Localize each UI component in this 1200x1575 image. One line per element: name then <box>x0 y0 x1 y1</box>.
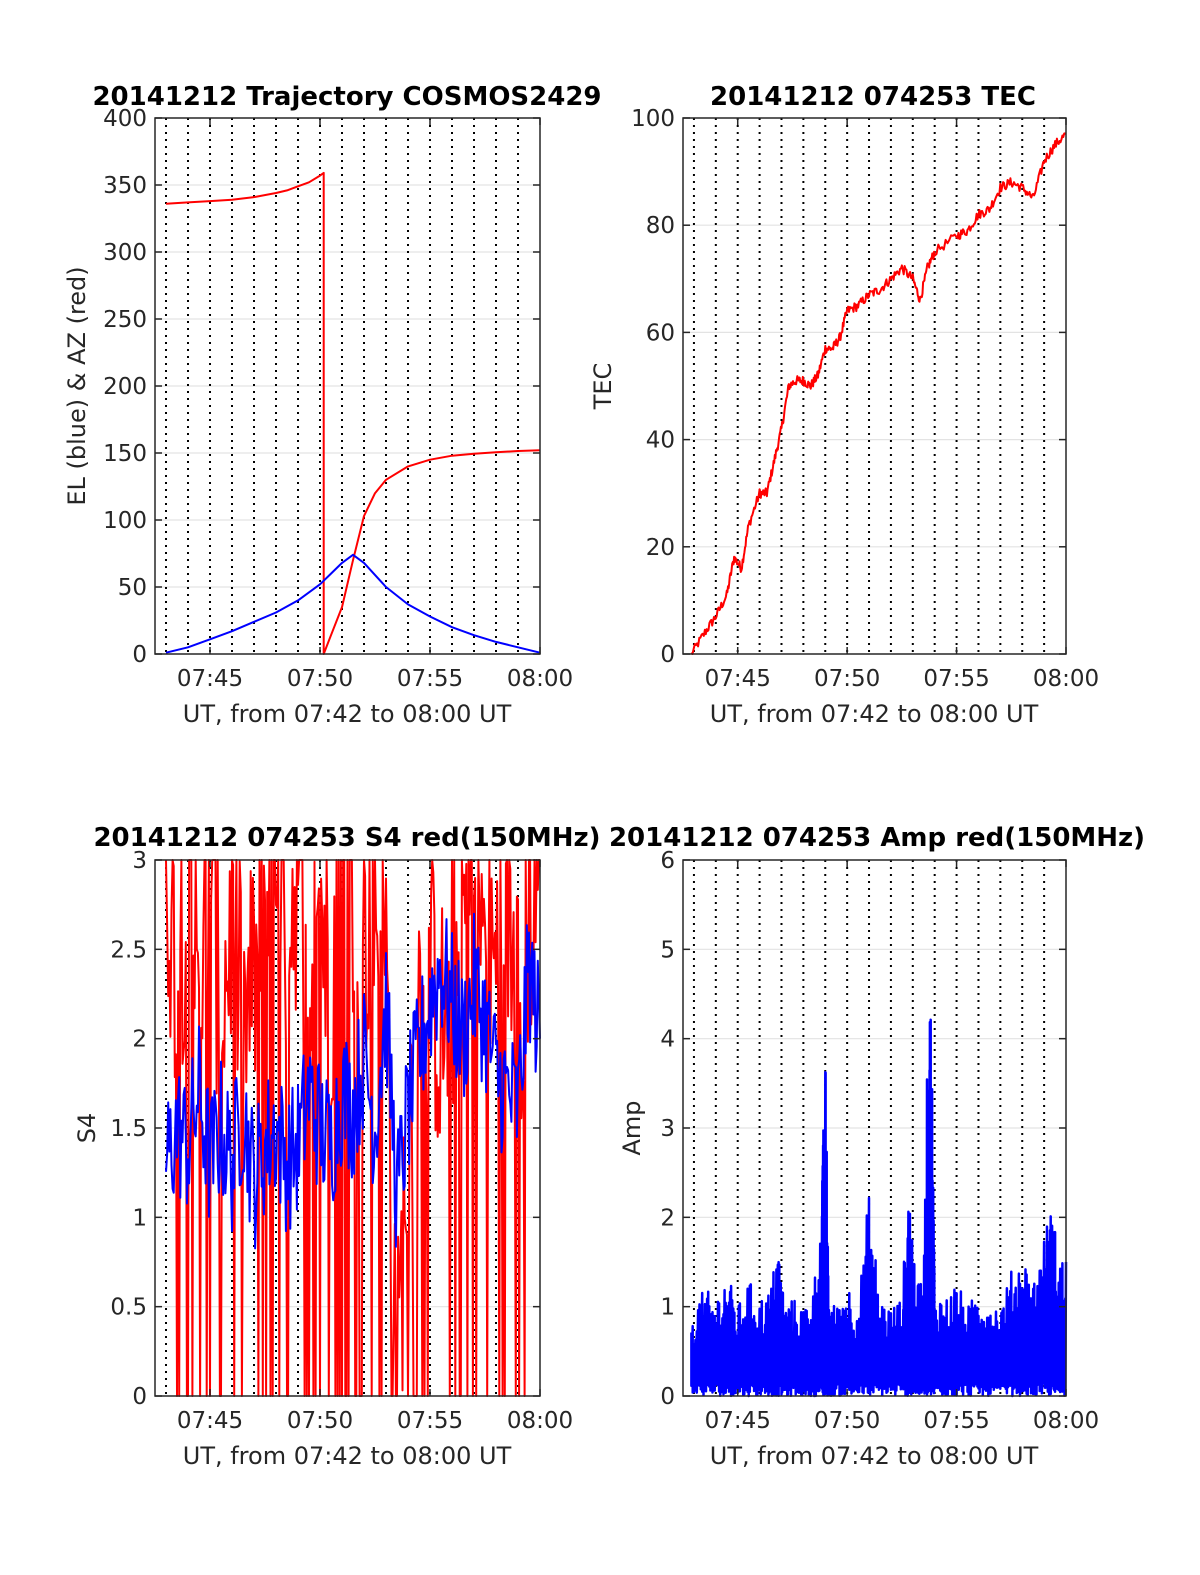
trajectory-x-tick-label: 07:50 <box>287 666 353 692</box>
tec-series-0-line <box>690 132 1067 655</box>
trajectory-y-axis-label: EL (blue) & AZ (red) <box>63 266 91 505</box>
amp-y-tick-label: 3 <box>660 1116 675 1142</box>
trajectory-y-tick-label: 0 <box>132 642 147 668</box>
tec-chart: 20141212 074253 TEC 0 20 40 60 80 100 07:45 07:… <box>589 82 1099 728</box>
s4-chart: 20141212 074253 S4 red(150MHz) 0 0.5 1 1.5 2… <box>73 823 601 1470</box>
trajectory-y-tick-label: 200 <box>103 374 147 400</box>
s4-x-axis-label: UT, from 07:42 to 08:00 UT <box>183 1442 512 1470</box>
s4-y-tick-label: 0.5 <box>110 1295 147 1321</box>
tec-y-tick-label: 80 <box>646 213 675 239</box>
tec-plot-frame <box>682 117 1067 655</box>
trajectory-y-tick-label: 350 <box>103 173 147 199</box>
amp-x-tick-label: 07:45 <box>705 1408 771 1434</box>
amp-y-tick-label: 1 <box>660 1295 675 1321</box>
s4-y-axis-label: S4 <box>73 1113 101 1144</box>
amp-y-tick-label: 0 <box>660 1384 675 1410</box>
trajectory-y-tick-label: 150 <box>103 441 147 467</box>
trajectory-x-tick-label: 07:45 <box>177 666 243 692</box>
s4-y-tick-label: 1 <box>132 1205 147 1231</box>
trajectory-y-tick-label: 250 <box>103 307 147 333</box>
trajectory-chart-title: 20141212 Trajectory COSMOS2429 <box>92 82 601 112</box>
s4-y-tick-label: 2 <box>132 1027 147 1053</box>
trajectory-y-tick-label: 50 <box>118 575 147 601</box>
amp-x-tick-label: 07:55 <box>923 1408 989 1434</box>
amp-x-tick-label: 07:50 <box>814 1408 880 1434</box>
amp-series-0-line <box>690 1018 1068 1398</box>
s4-y-tick-label: 2.5 <box>110 937 147 963</box>
trajectory-series-1-line <box>165 553 541 654</box>
tec-y-tick-label: 40 <box>646 428 675 454</box>
s4-y-tick-label: 0 <box>132 1384 147 1410</box>
amp-x-tick-label: 08:00 <box>1033 1408 1099 1434</box>
trajectory-chart: 20141212 Trajectory COSMOS2429 0 50 100 150… <box>63 82 602 728</box>
tec-y-tick-label: 100 <box>631 106 675 132</box>
tec-y-tick-label: 20 <box>646 535 675 561</box>
tec-x-axis-label: UT, from 07:42 to 08:00 UT <box>710 700 1039 728</box>
tec-y-tick-label: 60 <box>646 320 675 346</box>
s4-series-1-line <box>165 912 541 1250</box>
tec-chart-title: 20141212 074253 TEC <box>710 82 1036 112</box>
s4-y-tick-label: 1.5 <box>110 1116 147 1142</box>
amp-chart: 20141212 074253 Amp red(150MHz) 0 1 2 3 4 5 6 0… <box>609 823 1145 1470</box>
amp-y-axis-label: Amp <box>618 1100 646 1155</box>
amp-y-tick-label: 4 <box>660 1027 675 1053</box>
s4-x-tick-label: 08:00 <box>507 1408 573 1434</box>
trajectory-x-tick-label: 08:00 <box>507 666 573 692</box>
trajectory-x-axis-label: UT, from 07:42 to 08:00 UT <box>183 700 512 728</box>
tec-x-tick-label: 07:55 <box>923 666 989 692</box>
tec-y-tick-label: 0 <box>660 642 675 668</box>
amp-chart-title: 20141212 074253 Amp red(150MHz) <box>609 823 1145 853</box>
tec-y-axis-label: TEC <box>589 363 617 411</box>
trajectory-y-tick-label: 400 <box>103 106 147 132</box>
tec-x-tick-label: 07:45 <box>705 666 771 692</box>
s4-x-tick-label: 07:50 <box>287 1408 353 1434</box>
amp-x-axis-label: UT, from 07:42 to 08:00 UT <box>710 1442 1039 1470</box>
trajectory-y-tick-label: 100 <box>103 508 147 534</box>
s4-series-0-line <box>165 859 540 1397</box>
amp-y-tick-label: 5 <box>660 937 675 963</box>
s4-x-tick-label: 07:55 <box>397 1408 463 1434</box>
tec-x-tick-label: 07:50 <box>814 666 880 692</box>
s4-y-tick-label: 3 <box>132 848 147 874</box>
trajectory-x-tick-label: 07:55 <box>397 666 463 692</box>
s4-x-tick-label: 07:45 <box>177 1408 243 1434</box>
amp-y-tick-label: 6 <box>660 848 675 874</box>
trajectory-series-0-line <box>165 171 541 655</box>
tec-x-tick-label: 08:00 <box>1033 666 1099 692</box>
amp-y-tick-label: 2 <box>660 1205 675 1231</box>
s4-chart-title: 20141212 074253 S4 red(150MHz) <box>93 823 600 853</box>
trajectory-y-tick-label: 300 <box>103 240 147 266</box>
